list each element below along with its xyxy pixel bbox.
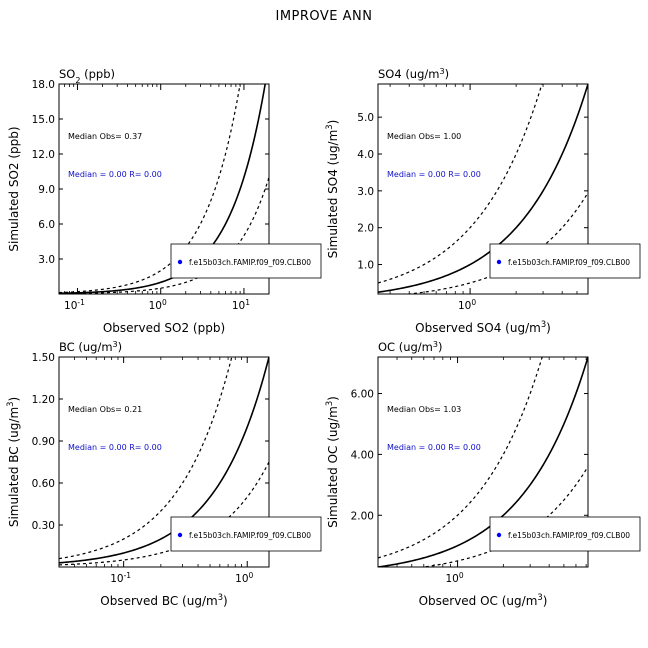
x-tick-label: 10-1 (110, 571, 131, 586)
legend-label: f.e15b03ch.FAMIP.f09_f09.CLB00 (189, 258, 311, 267)
legend-marker (177, 259, 183, 265)
legend-label: f.e15b03ch.FAMIP.f09_f09.CLB00 (189, 531, 311, 540)
panel-title: SO4 (ug/m3) (378, 67, 449, 82)
two-to-one-line (378, 84, 543, 284)
y-tick-label: 1.20 (32, 394, 55, 406)
legend-box (489, 516, 641, 552)
x-axis-label: Observed SO4 (ug/m3) (415, 319, 551, 335)
y-tick-label: 4.00 (351, 449, 374, 461)
y-axis-label: Simulated SO4 (ug/m3) (324, 120, 340, 259)
median-model-text: Median = 0.00 R= 0.00 (68, 443, 162, 452)
y-tick-label: 2.0 (357, 223, 374, 235)
y-tick-label: 0.90 (32, 436, 55, 448)
y-tick-label: 18.0 (32, 79, 55, 91)
median-obs-text: Median Obs= 1.03 (387, 405, 461, 414)
x-tick-label: 101 (232, 298, 250, 313)
legend-label: f.e15b03ch.FAMIP.f09_f09.CLB00 (508, 258, 630, 267)
one-to-one-line (378, 357, 588, 567)
page-title: IMPROVE ANN (275, 9, 373, 24)
y-tick-label: 5.0 (357, 112, 374, 124)
chart-panel-2: 1.0 2.0 3.0 4.0 5.0 100 SO4 (ug/m3) Observed SO… (324, 67, 641, 335)
chart-panel-3: 0.30 0.60 0.90 1.20 1.50 10-1 100 BC (ug/m3) Obs… (5, 340, 322, 608)
one-to-one-line (59, 357, 269, 564)
legend-box (170, 516, 322, 552)
plot-frame (377, 356, 589, 568)
legend-box (489, 243, 641, 279)
median-obs-text: Median Obs= 0.21 (68, 405, 142, 414)
two-to-one-line (59, 84, 241, 294)
y-tick-label: 1.50 (32, 352, 55, 364)
y-tick-label: 1.0 (357, 260, 374, 272)
median-model-text: Median = 0.00 R= 0.00 (387, 170, 481, 179)
y-tick-label: 0.60 (32, 478, 55, 490)
x-tick-label: 10-1 (64, 298, 85, 313)
two-to-one-line (378, 357, 543, 559)
x-axis-label: Observed BC (ug/m3) (100, 592, 227, 608)
y-tick-label: 6.0 (38, 219, 55, 231)
y-axis-label: Simulated OC (ug/m3) (324, 396, 340, 528)
median-obs-text: Median Obs= 0.37 (68, 132, 142, 141)
y-tick-label: 3.0 (357, 186, 374, 198)
legend-marker (496, 259, 502, 265)
chart-panel-4: 2.00 4.00 6.00 100 OC (ug/m3) Observed OC (ug… (324, 340, 641, 608)
y-tick-label: 15.0 (32, 114, 55, 126)
y-axis-label: Simulated SO2 (ppb) (7, 126, 21, 251)
panel-title: SO2 (ppb) (59, 67, 115, 85)
x-tick-label: 100 (235, 571, 253, 586)
panel-title: OC (ug/m3) (378, 340, 443, 355)
legend-box (170, 243, 322, 279)
y-tick-label: 4.0 (357, 149, 374, 161)
legend-marker (177, 532, 183, 538)
median-model-text: Median = 0.00 R= 0.00 (68, 170, 162, 179)
y-tick-label: 3.0 (38, 254, 55, 266)
plot-frame (377, 83, 589, 295)
y-tick-label: 9.0 (38, 184, 55, 196)
median-obs-text: Median Obs= 1.00 (387, 132, 461, 141)
y-tick-label: 0.30 (32, 520, 55, 532)
y-tick-label: 2.00 (351, 510, 374, 522)
x-tick-label: 100 (445, 571, 463, 586)
legend-marker (496, 532, 502, 538)
y-tick-label: 12.0 (32, 149, 55, 161)
plot-frame (58, 356, 270, 568)
x-tick-label: 100 (149, 298, 167, 313)
x-axis-label: Observed SO2 (ppb) (103, 321, 225, 335)
y-tick-label: 6.00 (351, 389, 374, 401)
median-model-text: Median = 0.00 R= 0.00 (387, 443, 481, 452)
one-to-one-line (59, 84, 266, 294)
one-to-two-line (59, 461, 269, 566)
chart-panel-1: 3.0 6.0 9.0 12.0 15.0 18.0 10-1 100 101 SO2 (ppb)… (7, 67, 322, 335)
x-axis-label: Observed OC (ug/m3) (419, 592, 548, 608)
panel-title: BC (ug/m3) (59, 340, 122, 355)
legend-label: f.e15b03ch.FAMIP.f09_f09.CLB00 (508, 531, 630, 540)
x-tick-label: 100 (458, 298, 476, 313)
one-to-one-line (378, 84, 588, 293)
y-axis-label: Simulated BC (ug/m3) (5, 397, 21, 527)
